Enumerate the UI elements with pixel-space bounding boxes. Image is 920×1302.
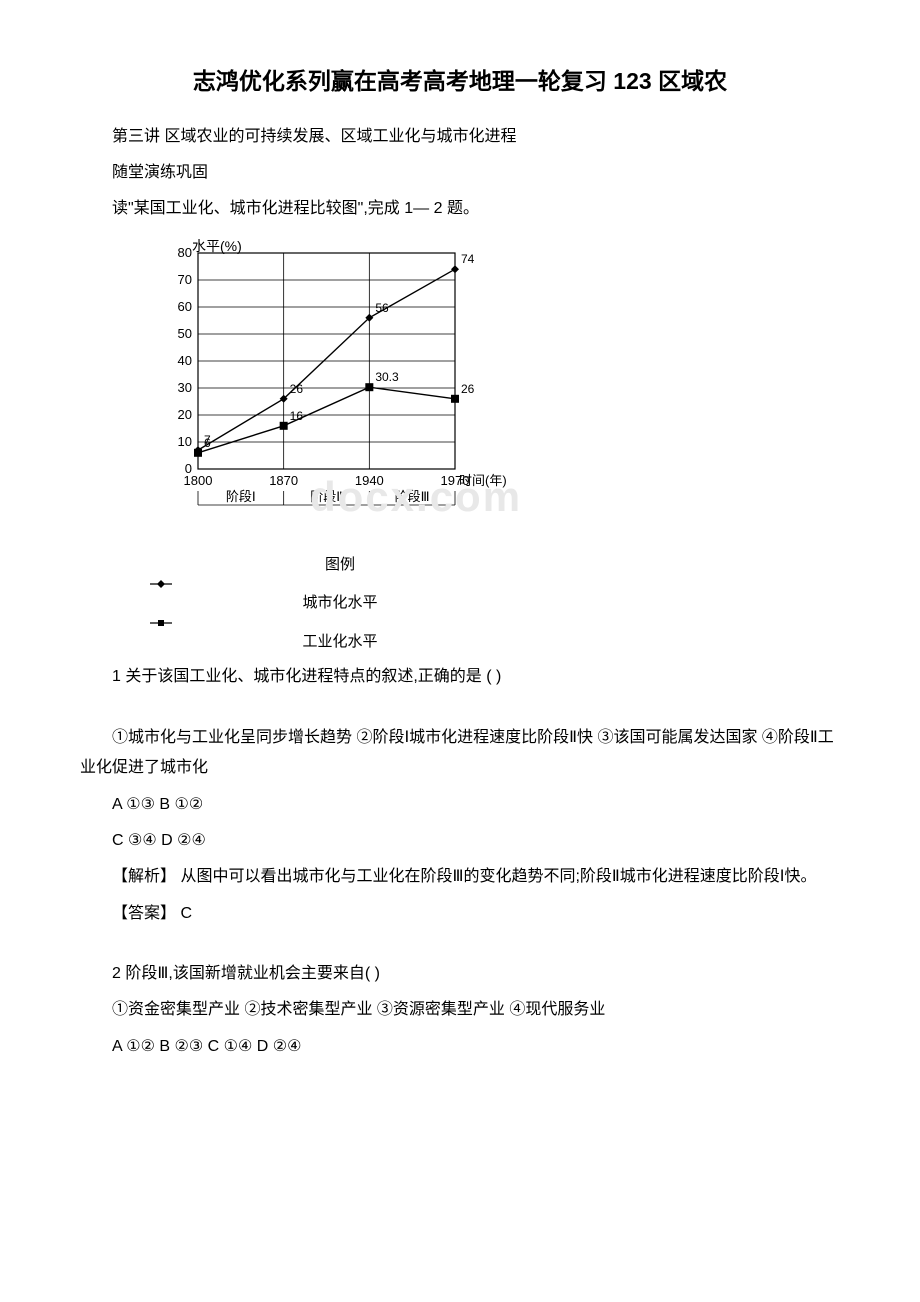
line-chart: 水平(%)010203040506070801800187019401970时间… xyxy=(150,239,510,549)
q1-choice-row1: A ①③ B ①② xyxy=(80,790,840,820)
chart-container: 水平(%)010203040506070801800187019401970时间… xyxy=(150,239,530,657)
svg-text:40: 40 xyxy=(178,353,192,368)
chart-legend: 图例 城市化水平 工业化水平 xyxy=(150,551,530,657)
page-title: 志鸿优化系列赢在高考高考地理一轮复习 123 区域农 xyxy=(80,60,840,104)
intro-text: 读"某国工业化、城市化进程比较图",完成 1— 2 题。 xyxy=(80,194,840,224)
svg-text:20: 20 xyxy=(178,407,192,422)
q1-choice-row2: C ③④ D ②④ xyxy=(80,826,840,856)
svg-text:1940: 1940 xyxy=(355,473,384,488)
q1-options: ①城市化与工业化呈同步增长趋势 ②阶段Ⅰ城市化进程速度比阶段Ⅱ快 ③该国可能属发… xyxy=(80,723,840,784)
q2-stem: 2 阶段Ⅲ,该国新增就业机会主要来自( ) xyxy=(80,959,840,989)
svg-text:时间(年): 时间(年) xyxy=(459,473,507,488)
svg-text:30.3: 30.3 xyxy=(375,370,399,384)
svg-text:阶段Ⅰ: 阶段Ⅰ xyxy=(226,489,256,504)
svg-text:74: 74 xyxy=(461,252,475,266)
legend-label: 图例 xyxy=(325,556,355,573)
q1-answer: 【答案】 C xyxy=(80,899,840,929)
svg-text:水平(%): 水平(%) xyxy=(192,239,242,254)
legend-series2: 工业化水平 xyxy=(302,633,377,650)
svg-text:50: 50 xyxy=(178,326,192,341)
svg-text:6: 6 xyxy=(204,436,211,450)
svg-text:阶段Ⅲ: 阶段Ⅲ xyxy=(395,489,430,504)
svg-text:30: 30 xyxy=(178,380,192,395)
svg-text:26: 26 xyxy=(461,382,475,396)
svg-text:70: 70 xyxy=(178,272,192,287)
svg-text:1800: 1800 xyxy=(184,473,213,488)
svg-text:1870: 1870 xyxy=(269,473,298,488)
svg-text:阶段Ⅱ: 阶段Ⅱ xyxy=(310,489,342,504)
svg-text:26: 26 xyxy=(290,382,304,396)
legend-series1: 城市化水平 xyxy=(302,594,377,611)
svg-text:80: 80 xyxy=(178,245,192,260)
svg-text:60: 60 xyxy=(178,299,192,314)
q1-stem: 1 关于该国工业化、城市化进程特点的叙述,正确的是 ( ) xyxy=(80,662,840,692)
svg-text:16: 16 xyxy=(290,409,304,423)
svg-text:56: 56 xyxy=(375,301,389,315)
svg-text:10: 10 xyxy=(178,434,192,449)
q2-options: ①资金密集型产业 ②技术密集型产业 ③资源密集型产业 ④现代服务业 xyxy=(80,995,840,1025)
subtitle-practice: 随堂演练巩固 xyxy=(80,158,840,188)
q2-choice-row1: A ①② B ②③ C ①④ D ②④ xyxy=(80,1032,840,1062)
q1-explanation: 【解析】 从图中可以看出城市化与工业化在阶段Ⅲ的变化趋势不同;阶段Ⅱ城市化进程速… xyxy=(80,862,840,892)
subtitle-lecture: 第三讲 区域农业的可持续发展、区域工业化与城市化进程 xyxy=(80,122,840,152)
